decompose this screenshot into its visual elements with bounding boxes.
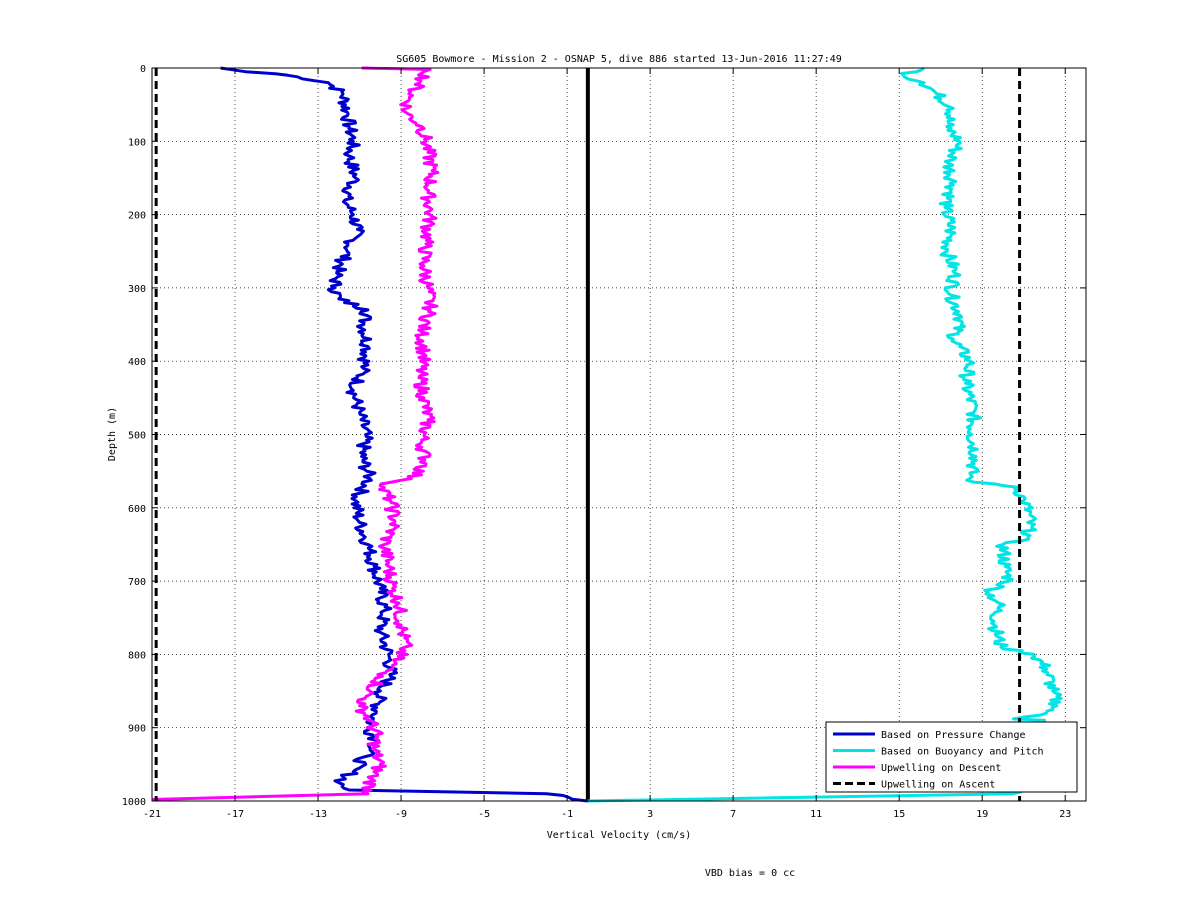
y-tick-label: 300: [128, 284, 146, 295]
x-tick-label: 3: [647, 809, 653, 820]
x-tick-label: -21: [143, 809, 161, 820]
legend-label: Based on Buoyancy and Pitch: [881, 747, 1044, 758]
x-tick-label: -9: [395, 809, 407, 820]
y-tick-label: 400: [128, 357, 146, 368]
x-tick-label: 11: [810, 809, 822, 820]
y-tick-label: 800: [128, 650, 146, 661]
chart-title: SG605 Bowmore - Mission 2 - OSNAP 5, div…: [396, 54, 842, 65]
legend: Based on Pressure Change Based on Buoyanc…: [825, 721, 1078, 793]
y-tick-label: 200: [128, 211, 146, 222]
series-based-on-buoyancy-and-pitch-line: [587, 66, 1063, 803]
x-tick-label: -13: [309, 809, 327, 820]
legend-label: Upwelling on Descent: [881, 763, 1001, 774]
x-tick-label: 23: [1059, 809, 1071, 820]
x-tick-label: 19: [976, 809, 988, 820]
tick-layer: -21 -17 -13 -9 -5 -1 3 7 11 15 19 23010020030040050…: [122, 64, 1086, 820]
legend-label: Upwelling on Ascent: [881, 780, 995, 791]
y-axis-label: Depth (m): [107, 407, 118, 461]
x-tick-label: 15: [893, 809, 905, 820]
y-tick-label: 100: [128, 137, 146, 148]
y-tick-label: 700: [128, 577, 146, 588]
x-tick-label: -5: [478, 809, 490, 820]
y-tick-label: 900: [128, 724, 146, 735]
y-tick-label: 0: [140, 64, 146, 75]
x-axis-label: Vertical Velocity (cm/s): [547, 830, 692, 841]
series-upwelling-on-descent-line: [151, 66, 440, 801]
legend-label: Based on Pressure Change: [881, 730, 1026, 741]
y-tick-label: 600: [128, 504, 146, 515]
series-based-on-pressure-change-line: [220, 66, 589, 803]
x-tick-label: 7: [730, 809, 736, 820]
x-tick-label: -1: [561, 809, 573, 820]
vbd-bias-note: VBD bias = 0 cc: [704, 868, 796, 879]
y-tick-label: 1000: [122, 797, 146, 808]
x-tick-label: -17: [226, 809, 244, 820]
y-tick-label: 500: [128, 431, 146, 442]
